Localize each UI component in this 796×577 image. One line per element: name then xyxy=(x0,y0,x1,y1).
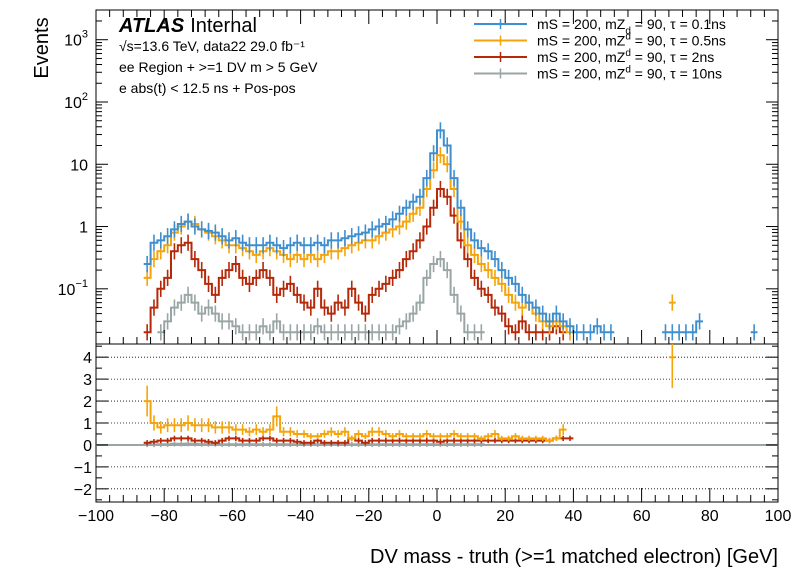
top-y-tick-exponent: 2 xyxy=(82,91,88,103)
hist-series-3 xyxy=(157,258,485,334)
x-tick-label: −60 xyxy=(219,508,246,525)
top-y-tick-exponent: −1 xyxy=(75,278,88,290)
legend-label-main: mS = 200, mZ xyxy=(537,16,626,32)
atlas-status-text: Internal xyxy=(190,15,257,37)
top-y-tick-exponent: 3 xyxy=(82,29,88,41)
ratio-histograms xyxy=(143,344,676,448)
legend-entry-label: mS = 200, mZd = 90, τ = 2ns xyxy=(537,48,714,65)
legend-label-main: mS = 200, mZ xyxy=(537,66,626,82)
atlas-label: ATLAS Internal xyxy=(118,15,257,37)
ratio-series-3 xyxy=(143,442,485,446)
ratio-y-tick-label: 2 xyxy=(83,394,92,411)
legend-label-subscript: d xyxy=(625,32,631,43)
legend-label-rest: = 90, τ = 0.5ns xyxy=(631,33,726,49)
top-y-tick-base: 10 xyxy=(58,282,76,299)
x-tick-label: 40 xyxy=(565,508,583,525)
x-axis: −100 −80 −60 −40 −20 0 20 40 60 80 100 xyxy=(78,10,791,525)
legend-label-subscript: d xyxy=(625,65,631,76)
x-tick-label: −20 xyxy=(355,508,382,525)
ratio-y-axis: −2 −1 0 1 2 3 4 xyxy=(74,345,778,501)
top-y-tick-base: 10 xyxy=(64,95,82,112)
legend-label-rest: = 90, τ = 2ns xyxy=(631,49,714,65)
x-tick-label: 20 xyxy=(496,508,514,525)
legend-label-subscript: d xyxy=(625,48,631,59)
info-line-energy: √s=13.6 TeV, data22 29.0 fb⁻¹ xyxy=(119,38,305,54)
top-y-tick-label: 10−1 xyxy=(58,278,88,299)
legend-label-subscript: d xyxy=(625,26,631,37)
x-tick-label: −80 xyxy=(151,508,178,525)
atlas-logo-text: ATLAS xyxy=(118,15,185,37)
info-line-cut: e abs(t) < 12.5 ns + Pos-pos xyxy=(119,80,296,96)
top-histograms xyxy=(143,122,758,341)
info-line-region: ee Region + >=1 DV m > 5 GeV xyxy=(119,59,318,75)
x-tick-label: 80 xyxy=(701,508,719,525)
top-y-tick-base: 10 xyxy=(70,157,88,174)
legend-label-rest: = 90, τ = 0.1ns xyxy=(631,16,726,32)
top-y-tick-base: 10 xyxy=(64,33,82,50)
legend-label-main: mS = 200, mZ xyxy=(537,33,626,49)
x-tick-label: −100 xyxy=(78,508,114,525)
legend-entry-label: mS = 200, mZd = 90, τ = 0.5ns xyxy=(537,32,726,49)
legend-label-main: mS = 200, mZ xyxy=(537,49,626,65)
top-y-tick-base: 1 xyxy=(79,220,88,237)
ratio-y-tick-label: 0 xyxy=(83,438,92,455)
top-y-tick-label: 1 xyxy=(79,220,88,237)
x-tick-label: 60 xyxy=(633,508,651,525)
ratio-y-tick-label: −2 xyxy=(74,482,92,499)
top-y-tick-label: 102 xyxy=(64,91,88,112)
legend-label-rest: = 90, τ = 10ns xyxy=(631,66,722,82)
ratio-y-tick-label: 1 xyxy=(83,416,92,433)
y-axis-label: Events xyxy=(31,17,53,78)
x-tick-label: 100 xyxy=(765,508,792,525)
top-y-tick-label: 10 xyxy=(70,157,88,174)
ratio-y-tick-label: −1 xyxy=(74,460,92,477)
hist-series-2 xyxy=(143,188,567,334)
legend-entry-label: mS = 200, mZd = 90, τ = 0.1ns xyxy=(537,16,726,37)
x-tick-label: 0 xyxy=(433,508,442,525)
ratio-y-tick-label: 3 xyxy=(83,372,92,389)
x-tick-label: −40 xyxy=(287,508,314,525)
x-axis-label: DV mass - truth (>=1 matched electron) [… xyxy=(370,546,778,568)
ratio-y-tick-label: 4 xyxy=(83,350,92,367)
top-y-tick-label: 103 xyxy=(64,29,88,50)
legend-entry-label: mS = 200, mZd = 90, τ = 10ns xyxy=(537,65,722,82)
